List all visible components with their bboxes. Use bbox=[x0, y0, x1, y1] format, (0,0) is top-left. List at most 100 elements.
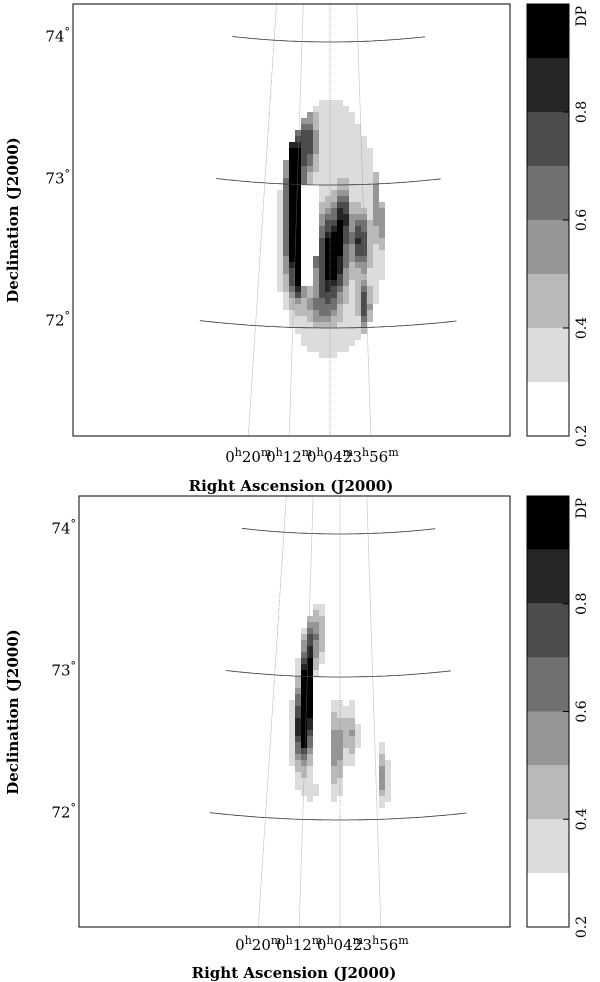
map-cell bbox=[331, 202, 337, 208]
map-cell bbox=[331, 142, 337, 148]
map-cell bbox=[289, 748, 295, 754]
map-cell bbox=[313, 256, 319, 262]
map-cell bbox=[319, 112, 325, 118]
map-cell bbox=[283, 214, 289, 220]
map-cell bbox=[349, 724, 355, 730]
map-cell bbox=[313, 652, 319, 658]
map-cell bbox=[349, 136, 355, 142]
map-cell bbox=[283, 220, 289, 226]
map-cell bbox=[325, 352, 331, 358]
map-cell bbox=[307, 298, 313, 304]
map-cell bbox=[379, 742, 385, 748]
map-cell bbox=[301, 658, 307, 664]
map-cell bbox=[373, 232, 379, 238]
map-cell bbox=[337, 154, 343, 160]
map-cell bbox=[331, 334, 337, 340]
map-cell bbox=[319, 352, 325, 358]
map-cell bbox=[367, 316, 373, 322]
map-cell bbox=[349, 298, 355, 304]
map-cell bbox=[361, 226, 367, 232]
map-cell bbox=[355, 154, 361, 160]
map-cell bbox=[319, 334, 325, 340]
map-cell bbox=[313, 310, 319, 316]
map-cell bbox=[373, 250, 379, 256]
map-cell bbox=[283, 292, 289, 298]
map-cell bbox=[331, 136, 337, 142]
map-cell bbox=[343, 106, 349, 112]
map-cell bbox=[319, 118, 325, 124]
map-cell bbox=[319, 340, 325, 346]
map-cell bbox=[313, 340, 319, 346]
map-cell bbox=[313, 292, 319, 298]
map-cell bbox=[385, 766, 391, 772]
map-cell bbox=[295, 310, 301, 316]
map-cell bbox=[331, 736, 337, 742]
map-cell bbox=[379, 226, 385, 232]
map-cell bbox=[331, 730, 337, 736]
map-cell bbox=[337, 196, 343, 202]
map-cell bbox=[343, 154, 349, 160]
map-cell bbox=[355, 274, 361, 280]
map-cell bbox=[295, 280, 301, 286]
map-cell bbox=[295, 250, 301, 256]
map-cell bbox=[361, 250, 367, 256]
map-cell bbox=[295, 754, 301, 760]
map-cell bbox=[331, 268, 337, 274]
map-cell bbox=[331, 208, 337, 214]
map-cell bbox=[313, 322, 319, 328]
y-tick-label: 73° bbox=[51, 660, 76, 680]
map-cell bbox=[319, 166, 325, 172]
map-cell bbox=[301, 790, 307, 796]
map-cell bbox=[319, 196, 325, 202]
map-cell bbox=[307, 136, 313, 142]
map-cell bbox=[379, 208, 385, 214]
map-cell bbox=[319, 610, 325, 616]
map-cell bbox=[355, 166, 361, 172]
colorbar-tick-label: 0.6 bbox=[574, 209, 590, 231]
colorbar-title: DP bbox=[574, 6, 590, 27]
map-cell bbox=[331, 346, 337, 352]
map-cell bbox=[367, 250, 373, 256]
map-cell bbox=[319, 184, 325, 190]
y-tick-label: 74° bbox=[45, 25, 70, 45]
map-cell bbox=[361, 196, 367, 202]
ra-meridian bbox=[366, 496, 382, 927]
map-cell bbox=[379, 778, 385, 784]
map-cell bbox=[319, 616, 325, 622]
bottom-plot-frame bbox=[78, 495, 511, 928]
map-cell bbox=[367, 304, 373, 310]
top-x-axis-label: Right Ascension (J2000) bbox=[189, 477, 394, 495]
map-cell bbox=[301, 694, 307, 700]
map-cell bbox=[295, 160, 301, 166]
map-cell bbox=[337, 268, 343, 274]
map-cell bbox=[295, 292, 301, 298]
map-cell bbox=[319, 316, 325, 322]
map-cell bbox=[361, 304, 367, 310]
map-cell bbox=[343, 244, 349, 250]
map-cell bbox=[283, 208, 289, 214]
map-cell bbox=[349, 754, 355, 760]
map-cell bbox=[295, 286, 301, 292]
map-cell bbox=[349, 706, 355, 712]
map-cell bbox=[343, 250, 349, 256]
map-cell bbox=[277, 268, 283, 274]
map-cell bbox=[301, 154, 307, 160]
map-cell bbox=[373, 178, 379, 184]
map-cell bbox=[361, 166, 367, 172]
map-cell bbox=[343, 742, 349, 748]
map-cell bbox=[373, 280, 379, 286]
map-cell bbox=[331, 148, 337, 154]
map-cell bbox=[295, 166, 301, 172]
map-cell bbox=[355, 124, 361, 130]
map-cell bbox=[319, 250, 325, 256]
map-cell bbox=[349, 202, 355, 208]
map-cell bbox=[343, 184, 349, 190]
map-cell bbox=[295, 220, 301, 226]
map-cell bbox=[307, 616, 313, 622]
map-cell bbox=[355, 334, 361, 340]
map-cell bbox=[295, 730, 301, 736]
map-cell bbox=[331, 718, 337, 724]
bottom-y-axis-label: Declination (J2000) bbox=[4, 629, 22, 795]
map-cell bbox=[355, 244, 361, 250]
